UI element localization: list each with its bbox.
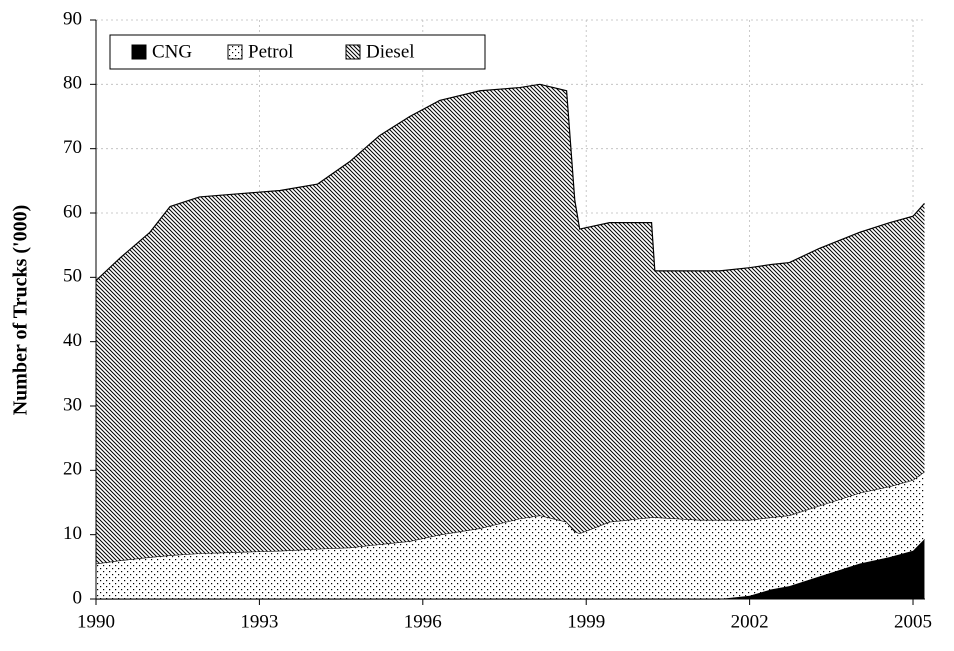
- legend-box: [109, 34, 486, 70]
- area: [96, 539, 925, 599]
- y-axis-label: Number of Trucks ('000): [10, 205, 32, 416]
- x-tick-label: 2005: [894, 611, 932, 632]
- y-tick-label: 50: [63, 266, 82, 287]
- y-tick-label: 80: [63, 73, 82, 94]
- legend-label: Petrol: [248, 41, 293, 62]
- legend-label: CNG: [152, 41, 192, 62]
- y-tick-label: 90: [63, 8, 82, 29]
- legend: CNG Petrol Diesel: [109, 34, 486, 70]
- x-tick-label: 1990: [77, 611, 115, 632]
- x-tick-label: 2002: [731, 611, 769, 632]
- y-tick-label: 10: [63, 523, 82, 544]
- x-tick-label: 1999: [567, 611, 605, 632]
- legend-swatch: [345, 44, 361, 60]
- area: [96, 471, 925, 599]
- y-tick-label: 40: [63, 330, 82, 351]
- legend-label: Diesel: [366, 41, 415, 62]
- y-tick-label: 30: [63, 394, 82, 415]
- y-tick-label: 60: [63, 201, 82, 222]
- legend-swatch: [131, 44, 147, 60]
- area-outline: [95, 83, 925, 281]
- y-tick-label: 20: [63, 459, 82, 480]
- x-tick-label: 1993: [240, 611, 278, 632]
- x-tick-label: 1996: [404, 611, 442, 632]
- y-tick-label: 70: [63, 137, 82, 158]
- y-tick-label: 0: [73, 587, 83, 608]
- area: [96, 84, 925, 564]
- legend-swatch: [227, 44, 243, 60]
